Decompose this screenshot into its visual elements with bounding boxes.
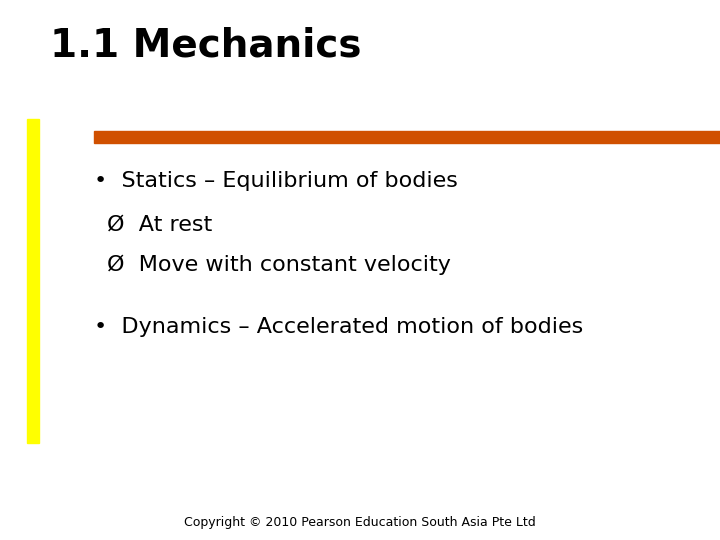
Text: •  Dynamics – Accelerated motion of bodies: • Dynamics – Accelerated motion of bodie… [94, 316, 583, 337]
Text: Copyright © 2010 Pearson Education South Asia Pte Ltd: Copyright © 2010 Pearson Education South… [184, 516, 536, 529]
Bar [94, 131, 720, 143]
Bar [27, 119, 39, 443]
Text: •  Statics – Equilibrium of bodies: • Statics – Equilibrium of bodies [94, 171, 457, 191]
Text: 1.1 Mechanics: 1.1 Mechanics [50, 27, 362, 65]
Text: Ø  Move with constant velocity: Ø Move with constant velocity [107, 254, 451, 275]
Text: Ø  At rest: Ø At rest [107, 214, 212, 234]
